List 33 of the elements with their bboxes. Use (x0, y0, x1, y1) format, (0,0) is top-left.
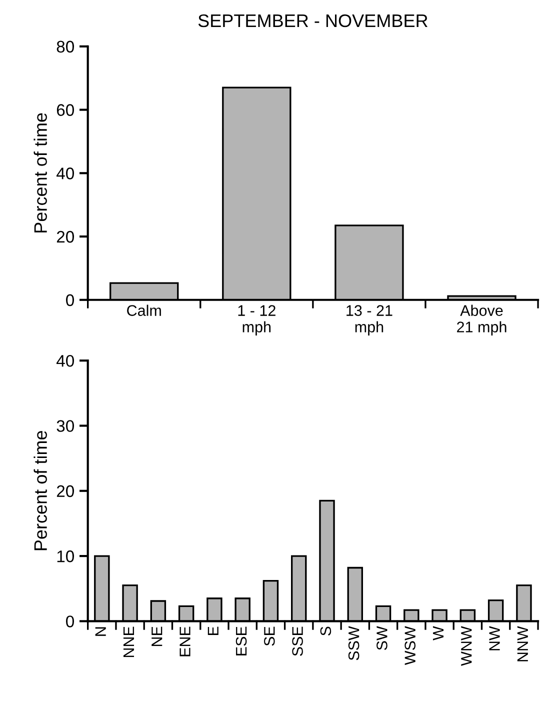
y-tick-label: 0 (66, 616, 74, 628)
x-tick-label: W (432, 626, 444, 640)
x-tick-label: N (95, 627, 106, 636)
y-tick-label: 80 (56, 40, 74, 53)
y-tick-label: 0 (66, 294, 74, 306)
x-tick-label: NNW (517, 626, 528, 662)
x-tick-label: WSW (404, 626, 416, 666)
x-tick-label: Calm (127, 304, 161, 316)
x-tick-label: NE (152, 626, 162, 646)
x-tick-label: SE (264, 626, 275, 646)
y-tick-label: 20 (56, 485, 74, 498)
x-tick-label: 13 - 21 mph (346, 305, 392, 336)
x-tick-label: SSW (348, 626, 360, 660)
x-tick-label: S (320, 626, 332, 636)
y-axis-title: Percent of time (34, 113, 47, 232)
x-tick-label: Above 21 mph (457, 304, 506, 336)
y-tick-label: 60 (56, 104, 74, 116)
y-tick-label: 40 (56, 168, 74, 180)
x-tick-label: 1 - 12 mph (238, 305, 276, 336)
x-tick-label: ENE (180, 626, 190, 656)
y-tick-label: 10 (57, 550, 74, 562)
x-tick-label: NW (489, 626, 500, 650)
y-tick-label: 30 (56, 420, 74, 432)
y-tick-label: 40 (56, 354, 74, 367)
x-tick-label: SSE (292, 626, 303, 656)
y-tick-label: 20 (56, 230, 74, 243)
chart-title: SEPTEMBER - NOVEMBER (198, 14, 428, 28)
y-axis-title: Percent of time (34, 430, 47, 550)
x-tick-label: NNE (123, 626, 134, 658)
x-tick-label: E (208, 626, 218, 635)
x-tick-label: SW (376, 626, 388, 650)
x-tick-label: WNW (461, 626, 472, 666)
x-tick-label: ESE (236, 626, 247, 656)
